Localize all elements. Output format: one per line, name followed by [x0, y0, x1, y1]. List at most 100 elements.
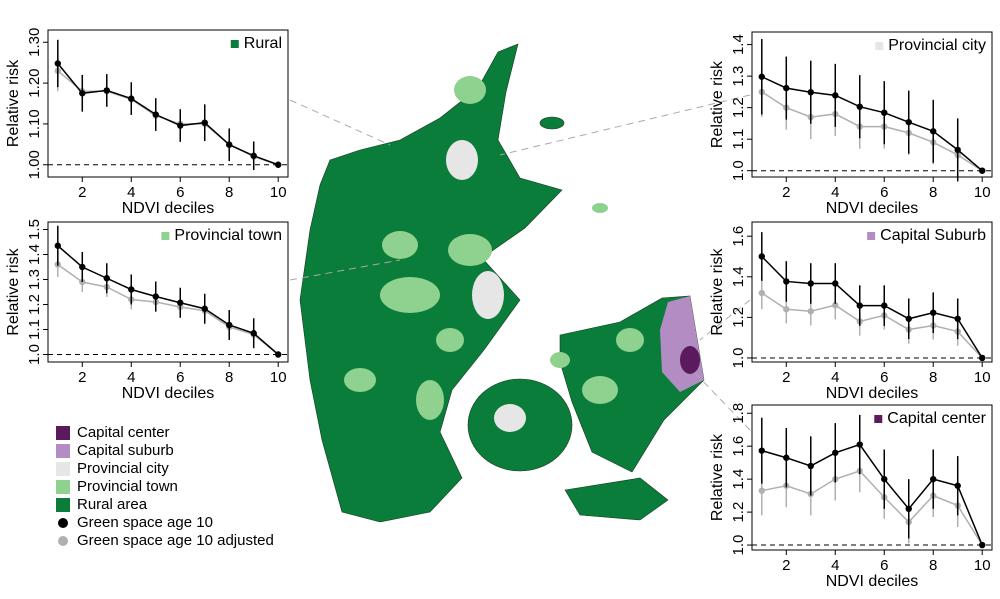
legend-label: Provincial town: [77, 478, 178, 495]
point: [930, 128, 937, 135]
y-tick-label: 1.20: [26, 68, 43, 97]
series-line: [57, 63, 279, 166]
x-tick-label: 2: [782, 369, 790, 386]
towns: [344, 76, 644, 420]
x-axis-label: NDVI deciles: [826, 385, 918, 402]
point: [275, 351, 282, 358]
panel-title: Capital center: [887, 410, 986, 427]
point: [103, 87, 110, 94]
panel: 2 4 6 8 10 1.0 1.1 1.2 1.3 1.4 1.5 NDVI deciles Rela…: [5, 219, 289, 402]
point: [250, 330, 257, 337]
series-line: [57, 263, 279, 356]
series-line: [761, 76, 983, 172]
plot-frame: [751, 31, 993, 178]
series-line: [57, 70, 279, 166]
x-tick-label: 4: [831, 557, 839, 574]
y-tick-label: 1.3: [730, 66, 747, 87]
point: [807, 89, 814, 96]
x-tick-label: 2: [78, 184, 86, 201]
point: [275, 161, 282, 168]
y-tick-label: 1.5: [26, 219, 43, 240]
x-tick-label: 4: [831, 369, 839, 386]
x-tick-label: 2: [782, 557, 790, 574]
island: [539, 116, 565, 130]
point: [758, 73, 765, 80]
point: [758, 253, 765, 260]
point: [881, 109, 888, 116]
point: [177, 299, 184, 306]
connector: [289, 259, 401, 281]
x-tick-label: 6: [176, 369, 184, 386]
point: [758, 289, 765, 297]
point: [783, 84, 790, 92]
legend-label: Provincial city: [77, 460, 169, 477]
legend-swatch: [56, 462, 70, 476]
point: [783, 454, 790, 461]
y-tick-label: 1.0: [730, 348, 747, 369]
y-axis-label: Relative risk: [709, 60, 726, 148]
point: [226, 321, 233, 329]
point: [54, 60, 61, 67]
y-tick-label: 1.4: [730, 469, 747, 490]
legend-label: Green space age 10 adjusted: [77, 532, 274, 549]
y-tick-label: 1.1: [730, 129, 747, 150]
y-tick-label: 1.8: [730, 403, 747, 424]
connector: [693, 371, 751, 431]
x-tick-label: 6: [880, 369, 888, 386]
point: [832, 92, 839, 99]
legend-marker: [58, 536, 68, 546]
y-tick-label: 1.2: [26, 294, 43, 315]
panel: 2 4 6 8 10 1.0 1.1 1.2 1.3 1.4 NDVI deciles Relativ…: [709, 31, 993, 217]
plot-frame: [751, 221, 993, 363]
point: [832, 301, 839, 309]
y-tick-label: 1.1: [26, 319, 43, 340]
point: [881, 475, 888, 483]
lolland: [564, 477, 669, 521]
point: [881, 302, 888, 309]
point: [832, 449, 839, 456]
cities: [446, 140, 526, 432]
point: [930, 309, 937, 316]
panel-title-swatch: [161, 232, 170, 240]
y-tick-label: 1.0: [730, 535, 747, 556]
panel: 2 4 6 8 10 1.0 1.2 1.4 1.6 NDVI deciles Relative r…: [709, 221, 993, 402]
x-tick-label: 6: [880, 557, 888, 574]
point: [979, 167, 986, 174]
x-tick-label: 10: [974, 369, 991, 386]
point: [79, 263, 86, 271]
connector: [699, 299, 751, 341]
x-tick-label: 2: [782, 184, 790, 201]
point: [954, 146, 961, 154]
point: [807, 462, 814, 470]
point: [783, 306, 790, 313]
point: [103, 275, 110, 282]
point: [905, 315, 912, 322]
x-tick-label: 8: [225, 369, 233, 386]
x-tick-label: 4: [831, 184, 839, 201]
series-line: [761, 470, 983, 546]
point: [807, 280, 814, 287]
x-tick-label: 10: [974, 184, 991, 201]
point: [201, 119, 208, 126]
legend-label: Capital suburb: [77, 442, 174, 459]
panel-title: Capital Suburb: [880, 227, 986, 244]
series-line: [57, 245, 279, 356]
panel-title-swatch: [874, 415, 883, 423]
x-tick-label: 10: [270, 184, 287, 201]
point: [250, 152, 257, 159]
plot-frame: [751, 404, 993, 551]
plot-frame: [47, 221, 289, 363]
x-tick-label: 10: [270, 369, 287, 386]
panel-title-swatch: [867, 232, 876, 240]
legend-swatch: [56, 426, 70, 440]
x-axis-label: NDVI deciles: [826, 573, 918, 590]
panel: 2 4 6 8 10 1.00 1.10 1.20 1.30 NDVI deciles Relati…: [5, 28, 289, 217]
y-axis-label: Relative risk: [709, 433, 726, 521]
point: [905, 118, 912, 126]
point: [954, 482, 961, 489]
x-tick-label: 8: [929, 557, 937, 574]
y-tick-label: 1.4: [26, 244, 43, 265]
legend-swatch: [56, 480, 70, 494]
x-tick-label: 2: [78, 369, 86, 386]
point: [758, 447, 765, 454]
